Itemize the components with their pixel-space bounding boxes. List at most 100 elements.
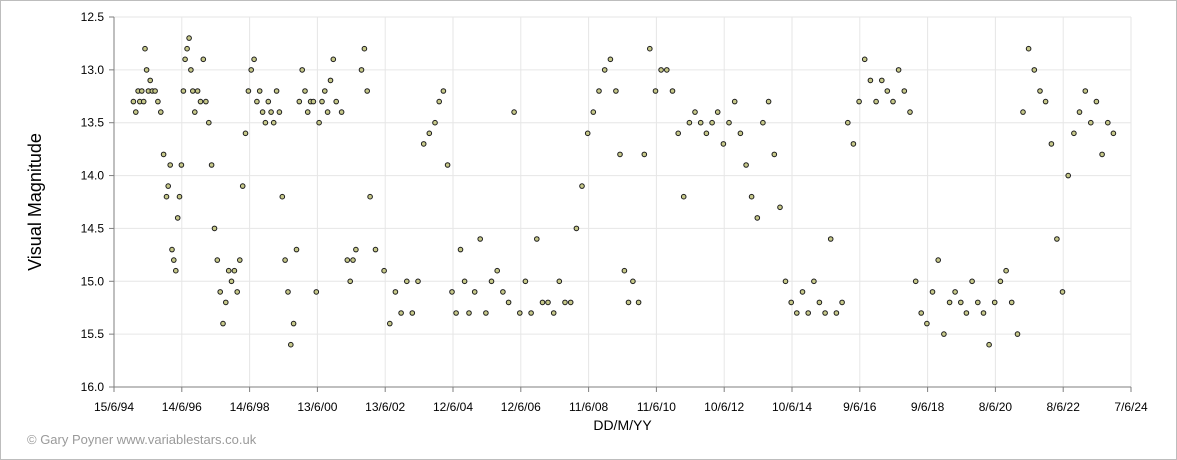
x-tick-label: 10/6/12 (704, 400, 744, 414)
data-point (584, 130, 591, 137)
data-point (924, 320, 930, 327)
data-point (1082, 88, 1089, 94)
data-point (522, 278, 529, 285)
data-point (173, 267, 179, 274)
data-point (494, 267, 501, 274)
data-point (528, 310, 534, 316)
data-point (133, 109, 139, 115)
data-point (765, 98, 772, 105)
data-point (748, 193, 755, 200)
y-axis-title: Visual Magnitude (25, 133, 45, 271)
data-point (969, 278, 975, 285)
data-point (845, 119, 851, 126)
data-point (1031, 67, 1038, 73)
data-point (669, 88, 676, 94)
data-point (511, 109, 517, 115)
x-tick-label: 11/6/10 (637, 400, 676, 414)
data-point (174, 215, 181, 221)
data-point (613, 88, 619, 94)
data-point (270, 119, 277, 126)
data-point (409, 310, 416, 316)
data-point (754, 215, 761, 221)
data-point (652, 88, 659, 94)
data-point (147, 77, 153, 84)
data-point (237, 257, 243, 263)
data-point (1003, 267, 1009, 274)
x-tick-label: 8/6/20 (979, 400, 1013, 414)
data-point (811, 278, 817, 285)
data-point (203, 98, 209, 105)
data-point (140, 98, 147, 105)
data-point (929, 289, 936, 295)
data-point (319, 98, 325, 105)
data-point (562, 299, 568, 306)
data-point (217, 289, 223, 295)
data-point (901, 88, 908, 94)
data-point (265, 98, 272, 105)
data-point (550, 310, 557, 316)
data-point (273, 88, 280, 94)
data-point (822, 310, 828, 316)
data-point (1054, 236, 1060, 242)
data-point (958, 299, 964, 306)
data-point (641, 151, 648, 158)
data-point (607, 56, 614, 63)
data-point (344, 257, 351, 263)
data-point (350, 257, 356, 263)
data-point (155, 98, 161, 105)
data-point (997, 278, 1004, 285)
data-point (176, 193, 183, 200)
data-point (617, 151, 623, 158)
x-tick-label: 12/6/06 (501, 400, 541, 414)
data-point (946, 299, 953, 306)
data-point (139, 88, 145, 94)
axis-labels: 15/6/94 14/6/96 14/6/98 13/6/00 13/6/02 12/6/… (25, 10, 1148, 433)
data-point (777, 204, 783, 211)
y-tick-label: 13.0 (81, 63, 105, 77)
data-point (167, 162, 173, 168)
data-point (302, 88, 308, 94)
data-point (1025, 45, 1032, 52)
data-point (483, 310, 489, 316)
data-point (327, 77, 334, 84)
data-point (180, 88, 187, 94)
data-point (288, 341, 294, 348)
data-point (398, 310, 404, 316)
data-point (782, 278, 789, 285)
x-tick-label: 11/6/08 (569, 400, 608, 414)
data-point (200, 56, 207, 63)
data-point (231, 267, 238, 274)
data-point (596, 88, 602, 94)
data-point (567, 299, 574, 306)
data-point (444, 162, 451, 168)
data-point (731, 98, 738, 105)
data-point (322, 88, 328, 94)
data-point (471, 289, 478, 295)
data-point (635, 299, 642, 306)
data-point (165, 183, 171, 189)
data-point (952, 289, 958, 295)
data-point (158, 109, 164, 115)
data-point (697, 119, 704, 126)
data-point (285, 289, 291, 295)
data-point (171, 257, 177, 263)
data-point (197, 98, 204, 105)
data-point (188, 67, 194, 73)
data-point (788, 299, 795, 306)
data-point (364, 88, 371, 94)
data-point (184, 45, 190, 52)
data-point (254, 98, 260, 105)
data-point (293, 246, 300, 253)
data-point (805, 310, 812, 316)
data-point (879, 77, 885, 84)
data-point (1014, 331, 1021, 337)
data-point (890, 98, 896, 105)
x-tick-label: 14/6/96 (162, 400, 202, 414)
x-tick-label: 10/6/14 (772, 400, 812, 414)
data-point (449, 289, 455, 295)
data-point (192, 109, 198, 115)
data-point (912, 278, 919, 285)
data-point (500, 289, 506, 295)
data-point (918, 310, 925, 316)
data-point (256, 88, 263, 94)
